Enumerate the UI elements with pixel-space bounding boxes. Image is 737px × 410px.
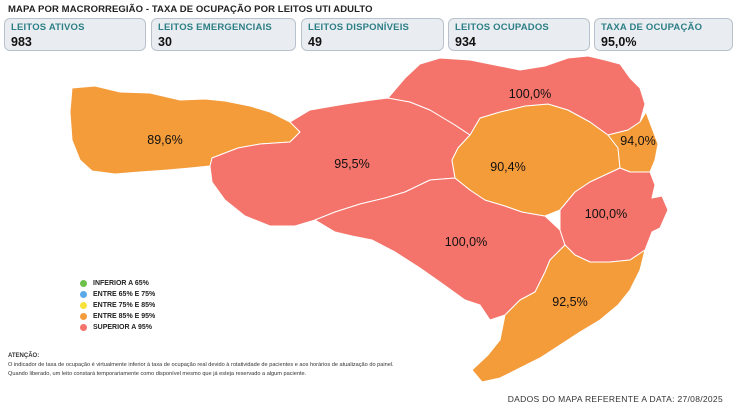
legend-label: ENTRE 65% E 75% [93, 291, 156, 298]
attention-notice: ATENÇÃO: O indicador de taxa de ocupação… [8, 352, 528, 379]
legend-label: SUPERIOR A 95% [93, 324, 152, 331]
map-region-sul[interactable] [471, 244, 646, 383]
map-region-labels: 89,6% 95,5% 100,0% 90,4% 100,0% 94,0% 10… [147, 87, 655, 309]
map-region-nordeste[interactable] [607, 111, 659, 173]
card-leitos-emergenciais: LEITOS EMERGENCIAIS 30 [151, 18, 296, 51]
summary-cards: LEITOS ATIVOS 983 LEITOS EMERGENCIAIS 30… [4, 18, 733, 54]
region-label-extremo-oeste: 89,6% [147, 133, 182, 147]
map-legend: INFERIOR A 65% ENTRE 65% E 75% ENTRE 75%… [80, 278, 155, 333]
card-label: LEITOS EMERGENCIAIS [158, 22, 272, 33]
card-value: 49 [308, 35, 322, 49]
card-value: 95,0% [601, 35, 637, 49]
notice-line-2: Quando liberado, um leito constará tempo… [8, 370, 307, 377]
legend-dot-yellow [80, 302, 87, 309]
legend-dot-red [80, 324, 87, 331]
legend-dot-blue [80, 291, 87, 298]
region-label-sul: 92,5% [552, 295, 587, 309]
card-value: 934 [455, 35, 476, 49]
region-label-oeste: 95,5% [334, 157, 369, 171]
card-label: TAXA DE OCUPAÇÃO [601, 22, 703, 33]
legend-item: ENTRE 75% E 85% [80, 300, 155, 311]
legend-label: INFERIOR A 65% [93, 280, 149, 287]
legend-item: ENTRE 85% E 95% [80, 311, 155, 322]
card-label: LEITOS DISPONÍVEIS [308, 22, 410, 33]
card-label: LEITOS ATIVOS [11, 22, 85, 33]
legend-label: ENTRE 75% E 85% [93, 302, 156, 309]
legend-dot-orange [80, 313, 87, 320]
card-taxa-ocupacao: TAXA DE OCUPAÇÃO 95,0% [594, 18, 733, 51]
legend-item: INFERIOR A 65% [80, 278, 155, 289]
legend-item: SUPERIOR A 95% [80, 322, 155, 333]
card-leitos-disponiveis: LEITOS DISPONÍVEIS 49 [301, 18, 444, 51]
notice-title: ATENÇÃO: [8, 353, 40, 359]
card-value: 983 [11, 35, 32, 49]
region-label-grande-florianopolis: 100,0% [585, 207, 627, 221]
page-title: MAPA POR MACRORREGIÃO - TAXA DE OCUPAÇÃO… [8, 4, 373, 15]
card-leitos-ocupados: LEITOS OCUPADOS 934 [448, 18, 590, 51]
region-label-nordeste: 94,0% [620, 134, 655, 148]
region-label-serra: 100,0% [445, 235, 487, 249]
region-label-alto-vale: 90,4% [490, 160, 525, 174]
macroregion-map: 89,6% 95,5% 100,0% 90,4% 100,0% 94,0% 10… [69, 56, 669, 383]
legend-dot-green [80, 280, 87, 287]
region-label-planalto-norte: 100,0% [509, 87, 551, 101]
legend-label: ENTRE 85% E 95% [93, 313, 156, 320]
legend-item: ENTRE 65% E 75% [80, 289, 155, 300]
map-region-planalto-norte[interactable] [387, 56, 646, 136]
card-label: LEITOS OCUPADOS [455, 22, 549, 33]
card-value: 30 [158, 35, 172, 49]
notice-line-1: O indicador de taxa de ocupação é virtua… [8, 362, 394, 369]
card-leitos-ativos: LEITOS ATIVOS 983 [4, 18, 146, 51]
map-date-reference: DADOS DO MAPA REFERENTE A DATA: 27/08/20… [507, 394, 723, 404]
